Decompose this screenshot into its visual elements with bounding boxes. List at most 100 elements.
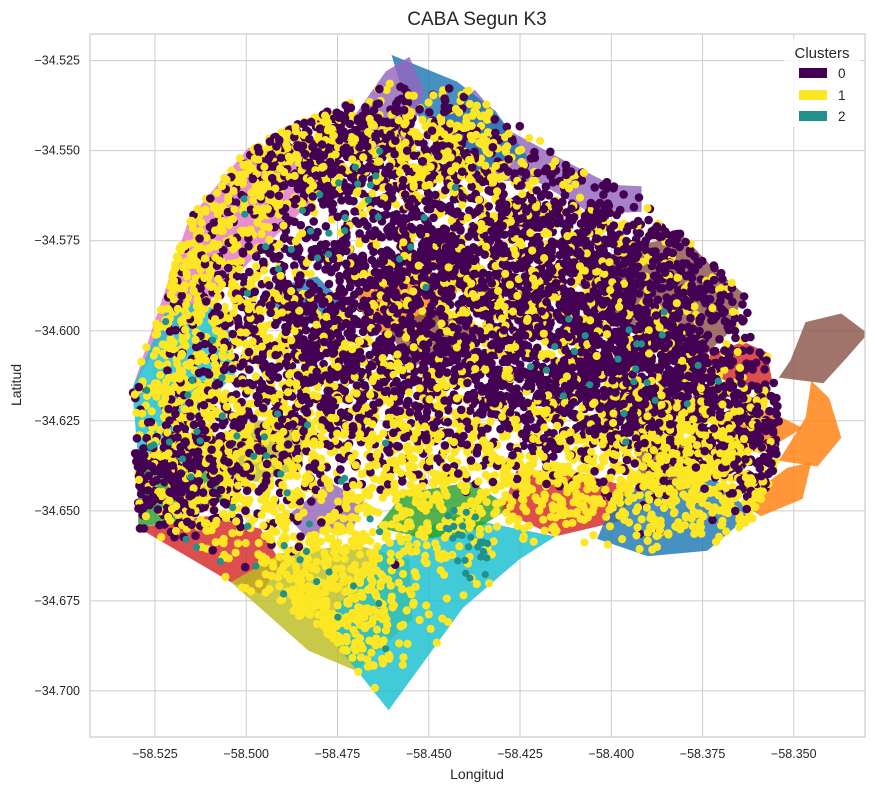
point-cluster-1	[604, 541, 612, 549]
point-cluster-1	[228, 529, 236, 537]
point-cluster-1	[643, 504, 651, 512]
point-cluster-1	[644, 529, 652, 537]
point-cluster-0	[755, 348, 764, 357]
point-cluster-1	[234, 539, 242, 547]
point-cluster-0	[582, 280, 591, 289]
point-cluster-0	[359, 252, 368, 261]
point-cluster-0	[307, 497, 316, 506]
point-cluster-1	[482, 100, 490, 108]
point-cluster-0	[654, 295, 663, 304]
point-cluster-1	[525, 134, 533, 142]
point-cluster-1	[367, 649, 375, 657]
point-cluster-1	[441, 487, 449, 495]
point-cluster-0	[635, 193, 644, 202]
point-cluster-1	[466, 100, 474, 108]
point-cluster-1	[671, 522, 679, 530]
point-cluster-1	[410, 599, 418, 607]
point-cluster-1	[255, 580, 263, 588]
point-cluster-1	[365, 491, 373, 499]
point-cluster-0	[425, 108, 434, 117]
point-cluster-0	[136, 524, 145, 533]
point-cluster-1	[260, 266, 268, 274]
point-cluster-1	[645, 496, 653, 504]
point-cluster-1	[536, 137, 544, 145]
point-cluster-1	[368, 484, 376, 492]
point-cluster-1	[306, 573, 314, 581]
point-cluster-1	[600, 458, 608, 466]
point-cluster-1	[306, 611, 314, 619]
point-cluster-1	[244, 499, 252, 507]
point-cluster-0	[542, 182, 551, 191]
point-cluster-0	[333, 339, 342, 348]
point-cluster-1	[340, 555, 348, 563]
point-cluster-1	[570, 498, 578, 506]
point-cluster-1	[539, 516, 547, 524]
point-cluster-1	[632, 531, 640, 539]
point-cluster-1	[354, 668, 362, 676]
point-cluster-1	[433, 639, 441, 647]
point-cluster-0	[208, 546, 217, 555]
point-cluster-1	[418, 307, 426, 315]
point-cluster-0	[353, 381, 362, 390]
point-cluster-1	[277, 437, 285, 445]
point-cluster-0	[728, 298, 737, 307]
point-cluster-0	[718, 275, 727, 284]
point-cluster-0	[604, 199, 613, 208]
point-cluster-0	[252, 252, 261, 261]
point-cluster-1	[363, 655, 371, 663]
point-cluster-1	[242, 539, 250, 547]
point-cluster-1	[356, 551, 364, 559]
point-cluster-0	[155, 521, 164, 530]
point-cluster-1	[438, 615, 446, 623]
point-cluster-1	[416, 616, 424, 624]
point-cluster-0	[619, 190, 628, 199]
point-cluster-0	[704, 331, 713, 340]
point-cluster-1	[624, 497, 632, 505]
point-cluster-1	[660, 504, 668, 512]
point-cluster-0	[307, 118, 316, 127]
point-cluster-1	[157, 533, 165, 541]
point-cluster-1	[334, 601, 342, 609]
point-cluster-1	[425, 99, 433, 107]
point-cluster-1	[473, 102, 481, 110]
point-cluster-1	[142, 343, 150, 351]
point-cluster-1	[399, 653, 407, 661]
point-cluster-1	[425, 610, 433, 618]
point-cluster-0	[321, 265, 330, 274]
point-cluster-1	[275, 582, 283, 590]
point-cluster-1	[644, 537, 652, 545]
point-cluster-1	[154, 360, 162, 368]
point-cluster-1	[190, 287, 198, 295]
point-cluster-0	[335, 277, 344, 286]
point-cluster-0	[744, 363, 753, 372]
point-cluster-1	[576, 194, 584, 202]
point-cluster-1	[395, 639, 403, 647]
point-cluster-1	[387, 550, 395, 558]
point-cluster-0	[160, 478, 169, 487]
point-cluster-1	[307, 270, 315, 278]
point-cluster-0	[709, 347, 718, 356]
point-cluster-1	[221, 573, 229, 581]
point-cluster-1	[580, 538, 588, 546]
point-cluster-1	[413, 540, 421, 548]
chart-title: CABA Segun K3	[407, 9, 546, 30]
point-cluster-0	[192, 343, 201, 352]
point-cluster-0	[355, 287, 364, 296]
point-cluster-1	[258, 230, 266, 238]
point-cluster-1	[664, 529, 672, 537]
point-cluster-0	[743, 309, 752, 318]
point-cluster-0	[259, 257, 268, 266]
point-cluster-1	[437, 117, 445, 125]
point-cluster-1	[638, 515, 646, 523]
point-cluster-1	[334, 498, 342, 506]
point-cluster-1	[275, 553, 283, 561]
point-cluster-0	[590, 467, 599, 476]
point-cluster-0	[760, 365, 769, 374]
point-cluster-0	[708, 516, 717, 525]
point-cluster-1	[427, 625, 435, 633]
point-cluster-1	[255, 539, 263, 547]
point-cluster-0	[644, 216, 653, 225]
point-cluster-1	[386, 539, 394, 547]
